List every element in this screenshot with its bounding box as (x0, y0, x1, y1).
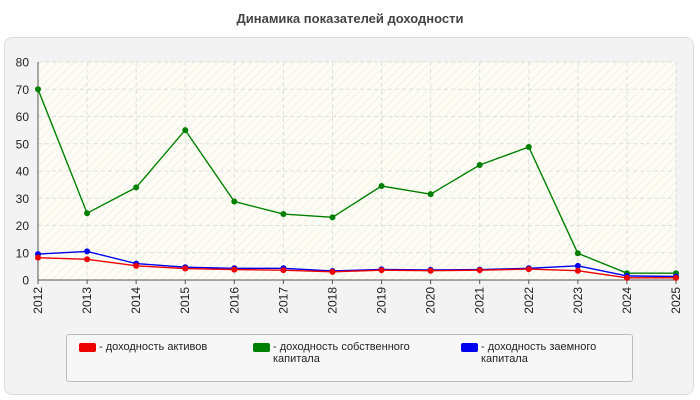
x-tick-label: 2014 (129, 287, 143, 314)
legend-swatch-assets (79, 343, 96, 352)
data-point-0-0 (35, 86, 41, 93)
y-tick-label: 10 (16, 246, 30, 260)
y-tick-label: 80 (16, 56, 30, 70)
data-point-2-6 (329, 268, 336, 275)
chart-title: Динамика показателей доходности (236, 11, 464, 26)
x-tick-label: 2019 (375, 287, 389, 314)
legend-label-equity: - доходность собственного капитала (273, 341, 410, 365)
x-tick-label: 2024 (620, 287, 634, 314)
data-point-0-10 (525, 144, 532, 151)
x-tick-label: 2023 (571, 287, 585, 314)
data-point-2-9 (476, 267, 483, 274)
data-point-2-1 (84, 256, 91, 263)
data-point-0-8 (427, 191, 434, 198)
legend-label-assets: - доходность активов (99, 341, 208, 353)
legend-swatch-equity (253, 343, 270, 352)
data-point-2-3 (182, 265, 189, 272)
y-tick-label: 0 (22, 274, 29, 288)
legend-item-equity[interactable]: - доходность собственного капитала (253, 341, 441, 365)
series-line-2 (37, 257, 676, 279)
grid-lines (38, 61, 677, 280)
series-line-1 (37, 250, 677, 278)
data-point-2-12 (623, 274, 630, 281)
tick-labels: 0 10 20 30 40 50 60 70 80 2012 2013 2014 2015 2016 201… (16, 56, 683, 314)
data-point-1-1 (84, 248, 91, 255)
x-tick-label: 2016 (227, 287, 241, 314)
data-point-2-7 (378, 267, 385, 274)
series-lines (35, 86, 679, 281)
legend-label-debt: - доходность заемного капитала (481, 341, 597, 365)
data-point-2-4 (231, 266, 238, 273)
x-tick-label: 2022 (522, 287, 536, 314)
data-point-0-1 (84, 210, 91, 217)
data-point-2-5 (280, 267, 287, 274)
data-point-0-3 (182, 127, 189, 134)
y-tick-label: 50 (16, 137, 30, 151)
data-point-2-10 (525, 266, 532, 273)
series-line-0 (37, 89, 676, 274)
y-tick-label: 20 (16, 219, 30, 233)
legend: - доходность активов - доходность собств… (66, 334, 633, 382)
x-tick-label: 2025 (669, 287, 683, 314)
legend-swatch-debt (461, 343, 478, 352)
y-tick-label: 70 (16, 83, 30, 97)
y-tick-label: 40 (16, 165, 30, 179)
x-tick-label: 2021 (473, 287, 487, 314)
data-point-0-4 (231, 198, 238, 205)
data-point-0-6 (329, 214, 336, 221)
data-point-2-13 (673, 274, 679, 281)
data-point-2-11 (574, 267, 581, 274)
data-point-2-2 (133, 262, 140, 269)
x-tick-label: 2020 (424, 287, 438, 314)
y-tick-label: 30 (16, 192, 30, 206)
data-point-0-5 (280, 211, 287, 218)
x-tick-label: 2015 (178, 287, 192, 314)
data-point-2-8 (427, 267, 434, 274)
axes (37, 62, 677, 284)
legend-item-debt[interactable]: - доходность заемного капитала (461, 341, 629, 365)
data-point-2-0 (35, 254, 41, 261)
x-tick-label: 2012 (31, 287, 45, 314)
y-tick-label: 60 (16, 110, 30, 124)
data-point-0-2 (133, 184, 140, 191)
data-point-0-9 (476, 162, 483, 169)
data-point-1-11 (574, 262, 581, 269)
data-point-0-7 (378, 182, 385, 189)
x-tick-label: 2017 (276, 287, 290, 314)
x-tick-label: 2018 (325, 287, 339, 314)
data-point-0-11 (574, 250, 581, 257)
x-tick-label: 2013 (80, 287, 94, 314)
legend-item-assets[interactable]: - доходность активов (79, 341, 249, 353)
